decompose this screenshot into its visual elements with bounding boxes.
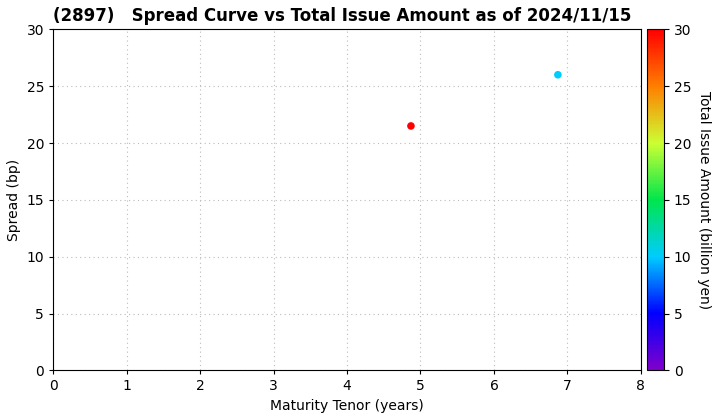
Point (405, 123, 417, 129)
Y-axis label: Total Issue Amount (billion yen): Total Issue Amount (billion yen) (697, 91, 711, 309)
X-axis label: Maturity Tenor (years): Maturity Tenor (years) (270, 399, 424, 413)
Text: (2897)   Spread Curve vs Total Issue Amount as of 2024/11/15: (2897) Spread Curve vs Total Issue Amoun… (53, 7, 631, 25)
Y-axis label: Spread (bp): Spread (bp) (7, 159, 21, 241)
Point (552, 71, 564, 78)
